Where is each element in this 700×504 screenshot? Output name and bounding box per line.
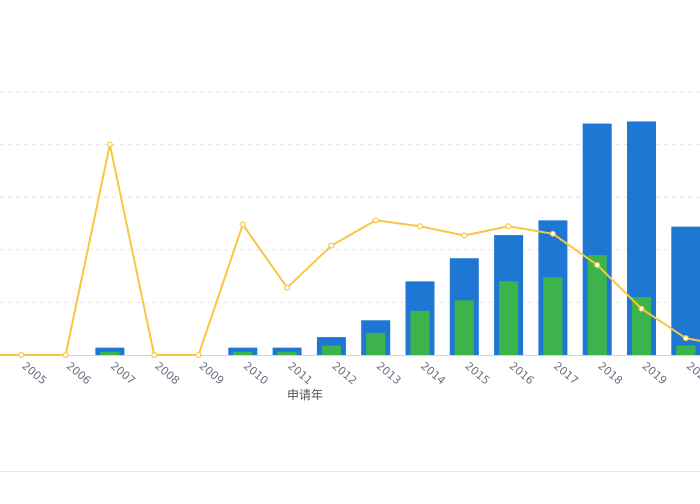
trend-line-path xyxy=(0,143,700,356)
x-tick-label: 2012 xyxy=(329,359,359,387)
x-tick-label: 2008 xyxy=(152,359,182,387)
bar-blue xyxy=(272,347,302,355)
trend-point xyxy=(106,141,113,148)
trend-point xyxy=(62,352,69,359)
x-axis-title: 申请年 xyxy=(287,388,323,402)
trend-line xyxy=(0,141,700,359)
bar-blue xyxy=(671,226,700,355)
bars xyxy=(95,121,700,356)
bar-green xyxy=(100,351,120,355)
x-tick-label: 2015 xyxy=(462,359,492,387)
x-tick-label: 2016 xyxy=(507,359,537,387)
trend-point xyxy=(682,335,689,342)
bar-green xyxy=(454,300,474,355)
trend-point xyxy=(417,223,424,230)
x-tick-label: 2014 xyxy=(418,359,448,387)
bar-green xyxy=(676,345,696,355)
x-tick-label: 2005 xyxy=(19,359,49,387)
trend-point xyxy=(18,352,25,359)
x-tick-label: 2006 xyxy=(64,359,94,387)
trend-point xyxy=(151,352,158,359)
bar-green xyxy=(543,277,563,355)
bar-green xyxy=(233,351,253,355)
trend-point xyxy=(594,261,601,268)
bar-green xyxy=(587,255,607,355)
trend-point xyxy=(195,352,202,359)
x-tick-label: 2020 xyxy=(684,359,700,387)
x-tick-label: 2011 xyxy=(285,359,315,387)
x-tick-label: 2018 xyxy=(595,359,625,387)
x-tick-label: 2009 xyxy=(197,359,227,387)
bar-blue xyxy=(228,347,258,355)
bar-green xyxy=(366,332,386,355)
x-tick-label: 2013 xyxy=(374,359,404,387)
trend-point xyxy=(372,217,379,224)
trend-point xyxy=(638,305,645,312)
trend-point xyxy=(239,221,246,228)
bar-blue xyxy=(95,347,125,355)
bar-green xyxy=(321,345,341,355)
x-tick-label: 2007 xyxy=(108,359,138,387)
x-tick-label: 2017 xyxy=(551,359,581,387)
bar-green xyxy=(499,281,519,355)
bar-green xyxy=(277,351,297,355)
divider xyxy=(0,471,700,472)
trend-point xyxy=(549,230,556,237)
x-axis: 2005 2006 2007 2008 2009 2010 2011 2012 2013 2014… xyxy=(19,359,700,387)
trend-point xyxy=(284,284,291,291)
trend-point xyxy=(328,242,335,249)
trend-point xyxy=(461,232,468,239)
trend-point xyxy=(505,223,512,230)
x-tick-label: 2010 xyxy=(241,359,271,387)
gridlines xyxy=(0,91,700,356)
bar-green xyxy=(410,310,430,355)
x-tick-label: 2019 xyxy=(640,359,670,387)
